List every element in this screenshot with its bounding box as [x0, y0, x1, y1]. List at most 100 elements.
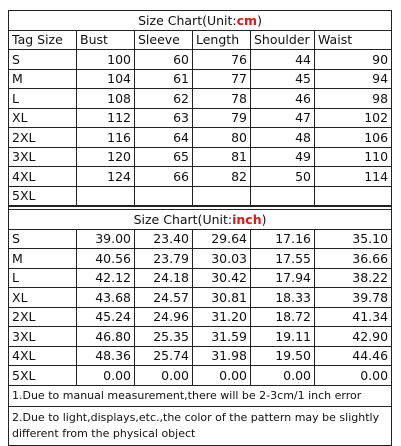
header-sleeve: Sleeve: [134, 29, 193, 50]
measurement-cell: 18.72: [250, 306, 315, 327]
inch-unit-label: inch: [232, 211, 262, 227]
measurement-cell: 90: [313, 49, 393, 70]
cm-chart-row: M 104 61 77 45 94: [8, 68, 393, 89]
measurement-cell: 49: [250, 146, 315, 167]
inch-chart-row: 2XL 45.24 24.96 31.20 18.72 41.34: [8, 306, 393, 327]
measurement-cell: 24.57: [134, 287, 193, 308]
measurement-cell: 50: [250, 166, 315, 187]
size-tag-cell: S: [8, 228, 77, 249]
measurement-cell: 19.11: [250, 326, 315, 347]
measurement-cell: 0.00: [250, 365, 315, 386]
size-tag-cell: M: [8, 68, 77, 89]
measurement-cell: 0.00: [76, 365, 135, 386]
measurement-cell: 81: [192, 146, 251, 167]
inch-title-prefix: Size Chart(Unit:: [133, 211, 233, 227]
inch-chart-row: 4XL 48.36 25.74 31.98 19.50 44.46: [8, 345, 393, 366]
measurement-cell: 77: [192, 68, 251, 89]
size-tag-cell: S: [8, 49, 77, 70]
measurement-cell: [134, 185, 193, 207]
measurement-cell: 35.10: [313, 228, 393, 249]
measurement-cell: 41.34: [313, 306, 393, 327]
measurement-cell: 30.81: [192, 287, 251, 308]
measurement-cell: 46: [250, 88, 315, 109]
measurement-cell: 104: [76, 68, 135, 89]
measurement-cell: 31.59: [192, 326, 251, 347]
measurement-cell: 100: [76, 49, 135, 70]
measurement-cell: 24.18: [134, 267, 193, 288]
size-tag-cell: 5XL: [8, 365, 77, 386]
measurement-cell: [76, 185, 135, 207]
measurement-cell: 25.35: [134, 326, 193, 347]
size-tag-cell: 3XL: [8, 326, 77, 347]
measurement-cell: [313, 185, 393, 207]
inch-title-suffix: ): [261, 211, 267, 227]
note-color-difference: 2.Due to light,displays,etc.,the color o…: [7, 405, 393, 446]
measurement-cell: 0.00: [134, 365, 193, 386]
inch-chart-row: M 40.56 23.79 30.03 17.55 36.66: [8, 248, 393, 269]
measurement-cell: 108: [76, 88, 135, 109]
measurement-cell: [192, 185, 251, 207]
header-row: Tag Size Bust Sleeve Length Shoulder Wai…: [8, 29, 393, 50]
measurement-cell: 61: [134, 68, 193, 89]
measurement-cell: 102: [313, 107, 393, 128]
measurement-cell: 31.98: [192, 345, 251, 366]
size-tag-cell: XL: [8, 287, 77, 308]
header-waist: Waist: [313, 29, 393, 50]
measurement-cell: 39.00: [76, 228, 135, 249]
cm-chart-row: 2XL 116 64 80 48 106: [8, 127, 393, 148]
inch-chart-row: XL 43.68 24.57 30.81 18.33 39.78: [8, 287, 393, 308]
inch-chart-row: 5XL 0.00 0.00 0.00 0.00 0.00: [8, 365, 393, 386]
measurement-cell: 39.78: [313, 287, 393, 308]
measurement-cell: 110: [313, 146, 393, 167]
note-measurement-error: 1.Due to manual measurement,there will b…: [7, 384, 393, 407]
measurement-cell: 78: [192, 88, 251, 109]
size-chart-body: Size Chart(Unit:cm) Tag Size Bust Sleeve…: [7, 10, 393, 446]
measurement-cell: 65: [134, 146, 193, 167]
measurement-cell: 47: [250, 107, 315, 128]
measurement-cell: 60: [134, 49, 193, 70]
measurement-cell: [250, 185, 315, 207]
measurement-cell: 66: [134, 166, 193, 187]
measurement-cell: 106: [313, 127, 393, 148]
measurement-cell: 114: [313, 166, 393, 187]
header-tag-size: Tag Size: [8, 29, 77, 50]
measurement-cell: 38.22: [313, 267, 393, 288]
measurement-cell: 79: [192, 107, 251, 128]
cm-chart-row: XL 112 63 79 47 102: [8, 107, 393, 128]
size-tag-cell: 2XL: [8, 306, 77, 327]
measurement-cell: 40.56: [76, 248, 135, 269]
size-tag-cell: XL: [8, 107, 77, 128]
cm-chart-row: S 100 60 76 44 90: [8, 49, 393, 70]
measurement-cell: 63: [134, 107, 193, 128]
inch-title-row: Size Chart(Unit:inch): [7, 209, 393, 230]
measurement-cell: 82: [192, 166, 251, 187]
size-tag-cell: 5XL: [8, 185, 77, 207]
measurement-cell: 64: [134, 127, 193, 148]
measurement-cell: 62: [134, 88, 193, 109]
measurement-cell: 23.40: [134, 228, 193, 249]
measurement-cell: 48: [250, 127, 315, 148]
measurement-cell: 30.42: [192, 267, 251, 288]
measurement-cell: 17.55: [250, 248, 315, 269]
measurement-cell: 120: [76, 146, 135, 167]
measurement-cell: 42.12: [76, 267, 135, 288]
header-shoulder: Shoulder: [250, 29, 315, 50]
measurement-cell: 0.00: [313, 365, 393, 386]
size-tag-cell: 2XL: [8, 127, 77, 148]
measurement-cell: 17.94: [250, 267, 315, 288]
inch-chart-row: L 42.12 24.18 30.42 17.94 38.22: [8, 267, 393, 288]
measurement-cell: 80: [192, 127, 251, 148]
header-bust: Bust: [76, 29, 135, 50]
note-row-2: 2.Due to light,displays,etc.,the color o…: [7, 405, 393, 446]
measurement-cell: 98: [313, 88, 393, 109]
cm-chart-title: Size Chart(Unit:cm): [7, 10, 393, 31]
measurement-cell: 36.66: [313, 248, 393, 269]
measurement-cell: 29.64: [192, 228, 251, 249]
cm-chart-row: 4XL 124 66 82 50 114: [8, 166, 393, 187]
measurement-cell: 24.96: [134, 306, 193, 327]
size-tag-cell: 4XL: [8, 345, 77, 366]
header-length: Length: [192, 29, 251, 50]
measurement-cell: 116: [76, 127, 135, 148]
measurement-cell: 23.79: [134, 248, 193, 269]
measurement-cell: 48.36: [76, 345, 135, 366]
